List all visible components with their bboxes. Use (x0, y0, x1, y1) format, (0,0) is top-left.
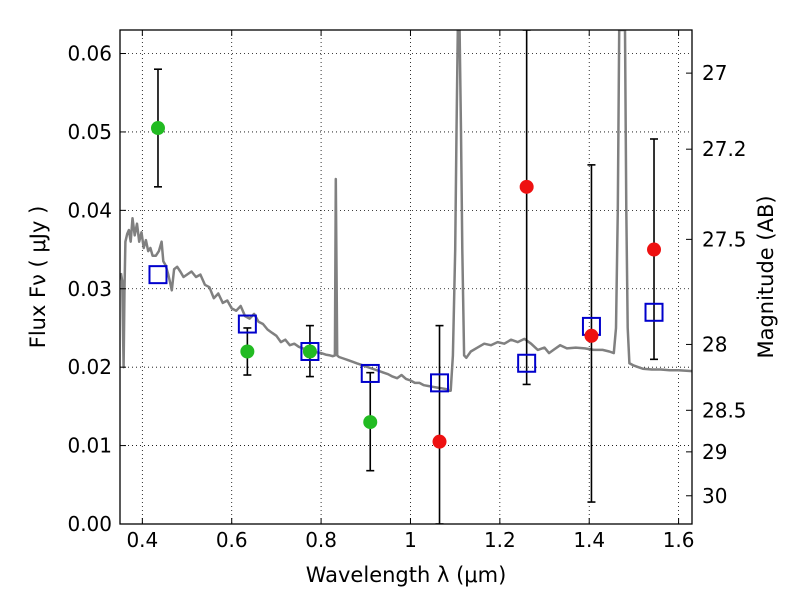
model-spectrum-line (120, 30, 692, 392)
model-flux-square (148, 265, 168, 285)
x-tick-label: 0.6 (216, 528, 248, 552)
x-tick-label: 1.6 (663, 528, 695, 552)
y2-tick-label: 28 (702, 332, 727, 356)
axis-ticks (120, 30, 692, 525)
y-axis-label: Flux Fν ( μJy ) (26, 206, 50, 349)
y2-tick-label: 27.5 (702, 227, 747, 251)
model-flux-square (300, 341, 320, 361)
model-flux-square (430, 373, 450, 393)
y-tick-label: 0.05 (67, 120, 112, 144)
tick-labels: 0.4 0.6 0.8 1 1.2 1.4 1.6 0.00 0.01 0.02 0.03 0.04 0… (67, 42, 746, 552)
y2-tick-label: 27 (702, 61, 727, 85)
x-tick-label: 1.2 (484, 528, 516, 552)
model-flux-square (237, 314, 257, 334)
detection-point (150, 121, 165, 136)
y-tick-label: 0.06 (67, 42, 112, 66)
y2-axis-label: Magnitude (AB) (754, 195, 778, 358)
error-bars (153, 30, 659, 524)
detection-point (363, 415, 378, 430)
detection-point (302, 344, 317, 359)
x-tick-label: 0.8 (305, 528, 337, 552)
y-tick-label: 0.00 (67, 512, 112, 536)
upper-limit-point (584, 328, 599, 343)
y2-tick-label: 29 (702, 440, 727, 464)
upper-limit-point (432, 434, 447, 449)
detection-point (240, 344, 255, 359)
model-flux-square (644, 302, 664, 322)
x-tick-label: 0.4 (126, 528, 158, 552)
y-tick-label: 0.02 (67, 355, 112, 379)
y2-tick-label: 30 (702, 484, 727, 508)
y-tick-label: 0.03 (67, 277, 112, 301)
x-tick-label: 1.4 (573, 528, 605, 552)
upper-limit-point (647, 242, 662, 257)
x-axis-label: Wavelength λ (μm) (306, 563, 507, 587)
data-markers (148, 121, 664, 449)
y2-tick-label: 27.2 (702, 137, 747, 161)
plot-area (120, 30, 692, 524)
y-tick-label: 0.01 (67, 434, 112, 458)
model-flux-square (517, 353, 537, 373)
x-tick-label: 1 (404, 528, 417, 552)
model-flux-square (360, 363, 380, 383)
y2-tick-label: 28.5 (702, 398, 747, 422)
plot-frame (119, 29, 693, 525)
y-tick-label: 0.04 (67, 198, 112, 222)
upper-limit-point (519, 179, 534, 194)
grid (120, 30, 692, 525)
